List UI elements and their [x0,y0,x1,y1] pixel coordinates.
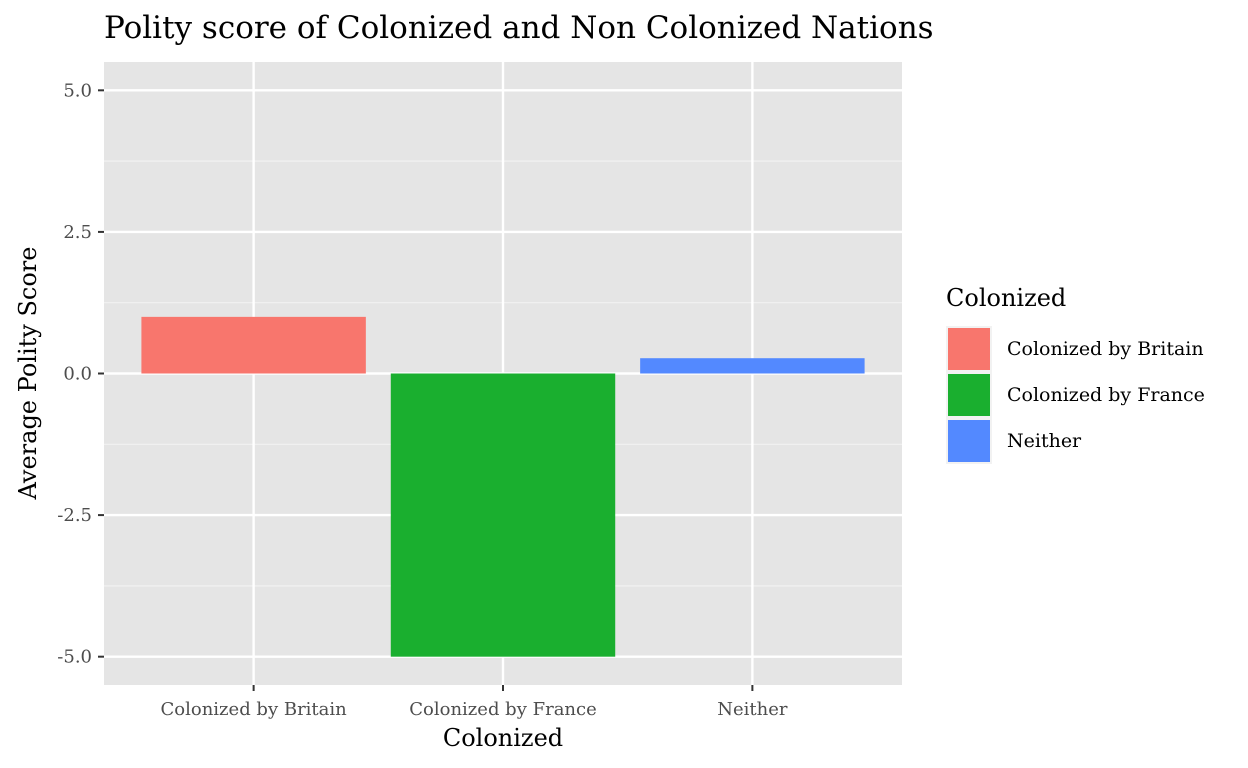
y-tick-label: 5.0 [63,80,92,101]
bars [141,316,865,657]
y-tick-label: 2.5 [63,222,92,243]
y-tick-label: -5.0 [57,647,92,668]
legend-title: Colonized [946,284,1066,312]
bar [640,358,865,374]
y-axis-title: Average Polity Score [14,247,42,501]
bar [390,373,616,657]
x-axis-title: Colonized [443,724,563,752]
x-tick-label: Neither [717,699,788,720]
legend-swatch [948,374,990,416]
legend: Colonized Colonized by Britain Colonized … [946,284,1205,464]
legend-label: Colonized by France [1007,384,1205,406]
legend-label: Neither [1007,430,1082,452]
x-tick-label: Colonized by Britain [161,699,348,720]
chart-title: Polity score of Colonized and Non Coloni… [104,10,934,46]
x-axis: Colonized by Britain Colonized by France N… [161,685,788,720]
x-tick-label: Colonized by France [409,699,597,720]
y-tick-label: -2.5 [57,505,92,526]
legend-swatch [948,420,990,462]
legend-swatch [948,328,990,370]
y-axis: 5.0 2.5 0.0 -2.5 -5.0 [57,80,104,668]
y-tick-label: 0.0 [63,364,92,385]
bar [141,316,366,374]
legend-label: Colonized by Britain [1007,338,1204,360]
